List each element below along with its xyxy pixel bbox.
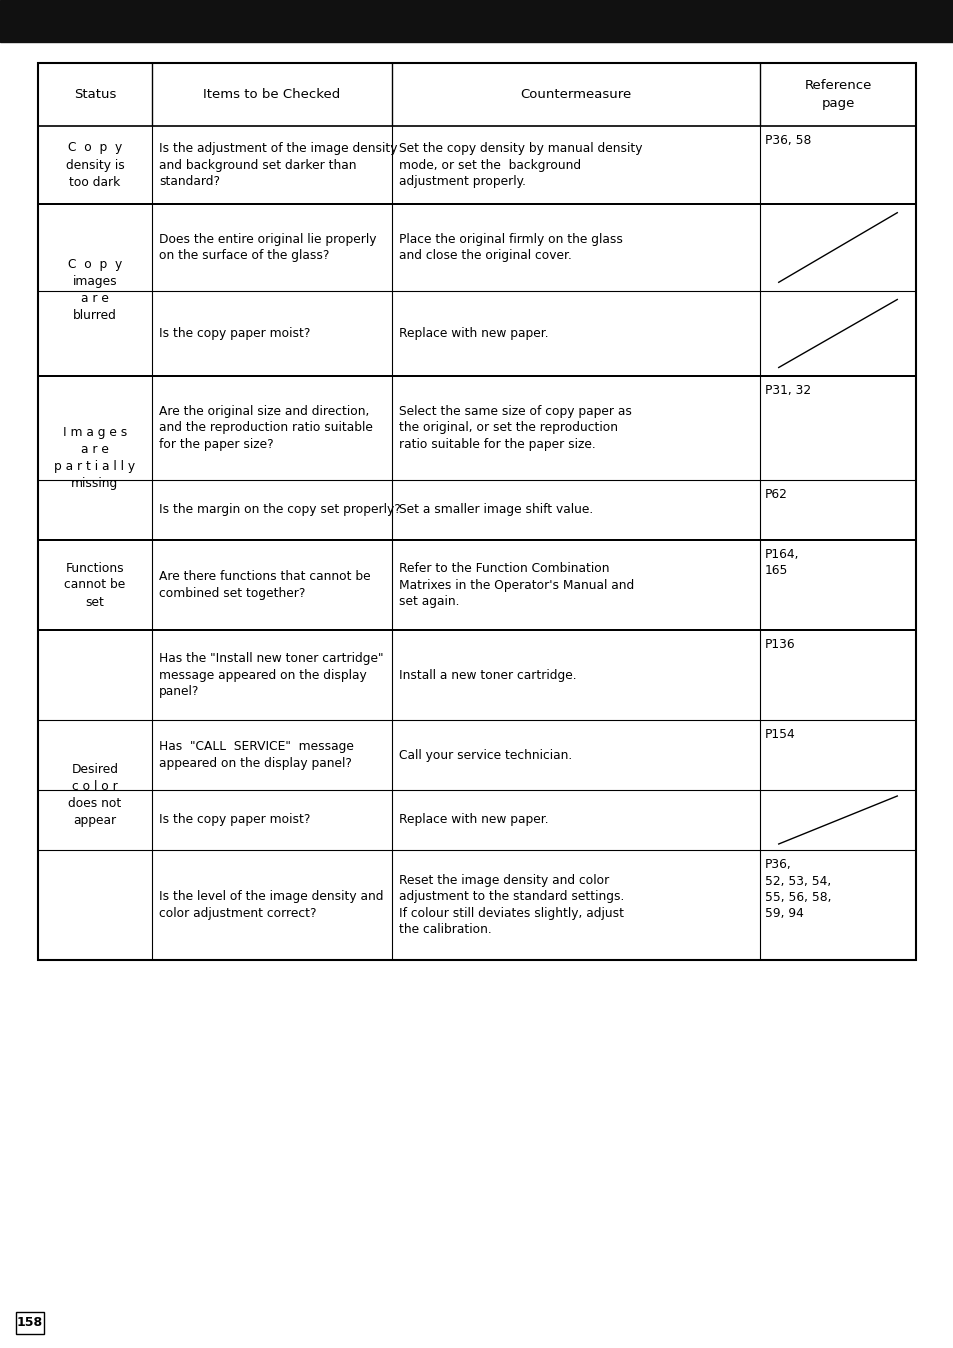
Text: Set the copy density by manual density
mode, or set the  background
adjustment p: Set the copy density by manual density m… <box>398 142 641 187</box>
Text: C  o  p  y
images
a r e
blurred: C o p y images a r e blurred <box>68 257 122 322</box>
Text: Does the entire original lie properly
on the surface of the glass?: Does the entire original lie properly on… <box>159 233 376 263</box>
Text: Install a new toner cartridge.: Install a new toner cartridge. <box>398 669 576 682</box>
Text: Call your service technician.: Call your service technician. <box>398 748 572 762</box>
Text: Is the copy paper moist?: Is the copy paper moist? <box>159 813 310 826</box>
Text: Is the level of the image density and
color adjustment correct?: Is the level of the image density and co… <box>159 890 383 919</box>
Text: Replace with new paper.: Replace with new paper. <box>398 813 548 826</box>
Text: Place the original firmly on the glass
and close the original cover.: Place the original firmly on the glass a… <box>398 233 622 263</box>
Text: Functions
cannot be
set: Functions cannot be set <box>64 562 126 608</box>
Text: P154: P154 <box>764 728 795 741</box>
Text: Replace with new paper.: Replace with new paper. <box>398 328 548 340</box>
Bar <box>38 63 915 960</box>
Text: Status: Status <box>73 88 116 101</box>
Text: P36, 58: P36, 58 <box>764 133 810 147</box>
Text: Reference
page: Reference page <box>803 80 871 111</box>
Text: Is the margin on the copy set properly?: Is the margin on the copy set properly? <box>159 504 400 516</box>
Text: Are the original size and direction,
and the reproduction ratio suitable
for the: Are the original size and direction, and… <box>159 404 373 452</box>
Text: P36,
52, 53, 54,
55, 56, 58,
59, 94: P36, 52, 53, 54, 55, 56, 58, 59, 94 <box>764 857 831 921</box>
Text: P136: P136 <box>764 638 795 651</box>
Text: 158: 158 <box>17 1317 43 1329</box>
Text: P62: P62 <box>764 488 787 501</box>
Text: C  o  p  y
density is
too dark: C o p y density is too dark <box>66 142 124 189</box>
Text: Is the adjustment of the image density
and background set darker than
standard?: Is the adjustment of the image density a… <box>159 142 397 187</box>
Text: Items to be Checked: Items to be Checked <box>203 88 340 101</box>
Text: Countermeasure: Countermeasure <box>519 88 631 101</box>
Text: Has the "Install new toner cartridge"
message appeared on the display
panel?: Has the "Install new toner cartridge" me… <box>159 652 383 698</box>
Text: I m a g e s
a r e
p a r t i a l l y
missing: I m a g e s a r e p a r t i a l l y miss… <box>54 426 135 491</box>
Text: Refer to the Function Combination
Matrixes in the Operator's Manual and
set agai: Refer to the Function Combination Matrix… <box>398 562 634 608</box>
Bar <box>0 0 953 42</box>
Text: P31, 32: P31, 32 <box>764 384 810 398</box>
Text: Has  "CALL  SERVICE"  message
appeared on the display panel?: Has "CALL SERVICE" message appeared on t… <box>159 740 354 770</box>
Bar <box>16 1312 44 1335</box>
Text: Reset the image density and color
adjustment to the standard settings.
If colour: Reset the image density and color adjust… <box>398 874 623 937</box>
Text: Are there functions that cannot be
combined set together?: Are there functions that cannot be combi… <box>159 570 370 600</box>
Text: Desired
c o l o r
does not
appear: Desired c o l o r does not appear <box>69 763 121 828</box>
Text: Is the copy paper moist?: Is the copy paper moist? <box>159 328 310 340</box>
Text: P164,
165: P164, 165 <box>764 549 799 577</box>
Text: Select the same size of copy paper as
the original, or set the reproduction
rati: Select the same size of copy paper as th… <box>398 404 631 452</box>
Text: Set a smaller image shift value.: Set a smaller image shift value. <box>398 504 593 516</box>
